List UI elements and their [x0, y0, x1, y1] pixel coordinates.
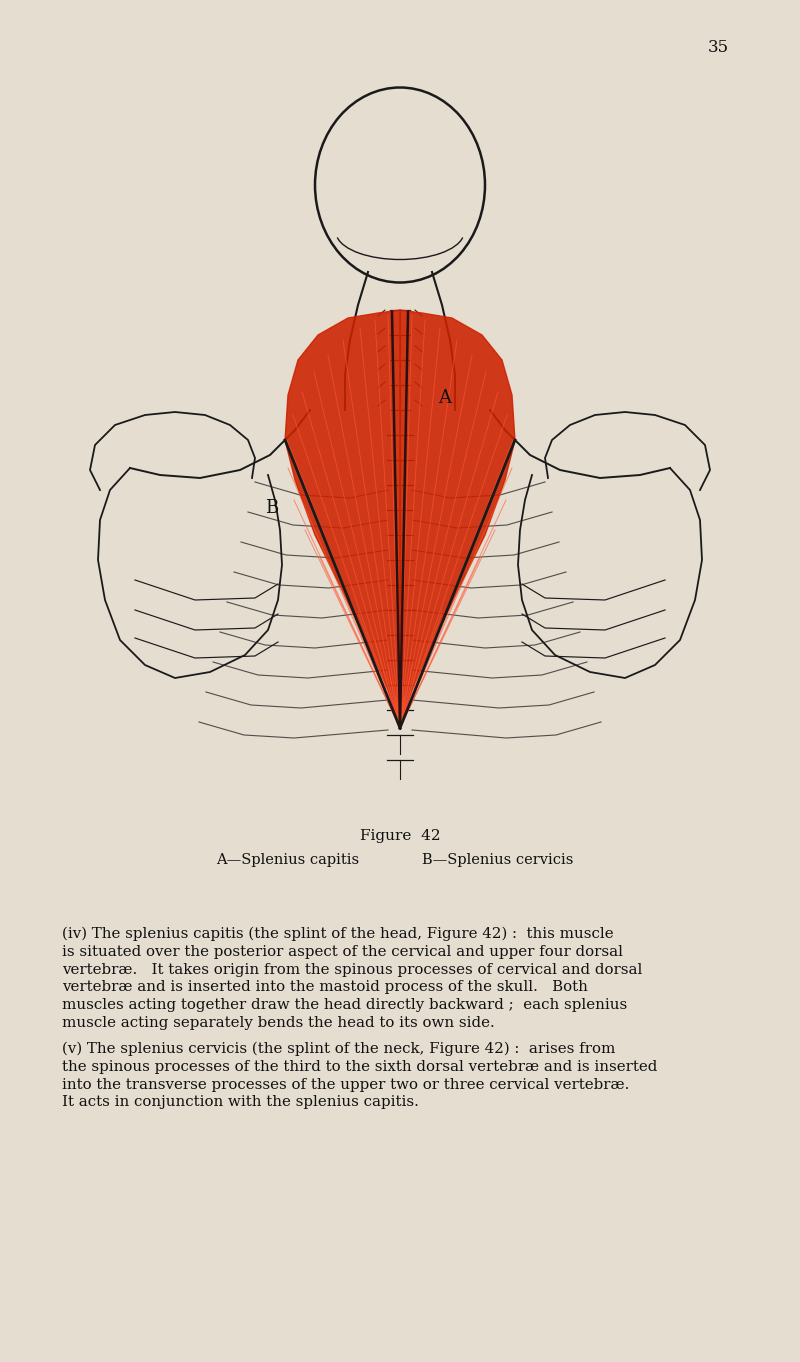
Text: Figure  42: Figure 42 [360, 829, 440, 843]
Text: A—Splenius capitis: A—Splenius capitis [217, 853, 359, 868]
Text: It acts in conjunction with the splenius capitis.: It acts in conjunction with the splenius… [62, 1095, 419, 1110]
Text: (v) The splenius cervicis (the splint of the neck, Figure 42) :  arises from: (v) The splenius cervicis (the splint of… [62, 1042, 615, 1056]
Text: into the transverse processes of the upper two or three cervical vertebræ.: into the transverse processes of the upp… [62, 1077, 630, 1091]
Text: the spinous processes of the third to the sixth dorsal vertebræ and is inserted: the spinous processes of the third to th… [62, 1060, 658, 1073]
Text: 35: 35 [707, 39, 729, 56]
Text: is situated over the posterior aspect of the cervical and upper four dorsal: is situated over the posterior aspect of… [62, 945, 623, 959]
Text: B—Splenius cervicis: B—Splenius cervicis [422, 853, 574, 868]
Polygon shape [400, 311, 515, 729]
Text: muscle acting separately bends the head to its own side.: muscle acting separately bends the head … [62, 1016, 494, 1030]
Polygon shape [285, 311, 400, 729]
Text: (iv) The splenius capitis (the splint of the head, Figure 42) :  this muscle: (iv) The splenius capitis (the splint of… [62, 926, 614, 941]
Text: vertebræ.   It takes origin from the spinous processes of cervical and dorsal: vertebræ. It takes origin from the spino… [62, 963, 642, 977]
Text: A: A [438, 390, 451, 407]
Text: muscles acting together draw the head directly backward ;  each splenius: muscles acting together draw the head di… [62, 998, 627, 1012]
Text: vertebræ and is inserted into the mastoid process of the skull.   Both: vertebræ and is inserted into the mastoi… [62, 981, 588, 994]
Text: B: B [266, 498, 278, 518]
